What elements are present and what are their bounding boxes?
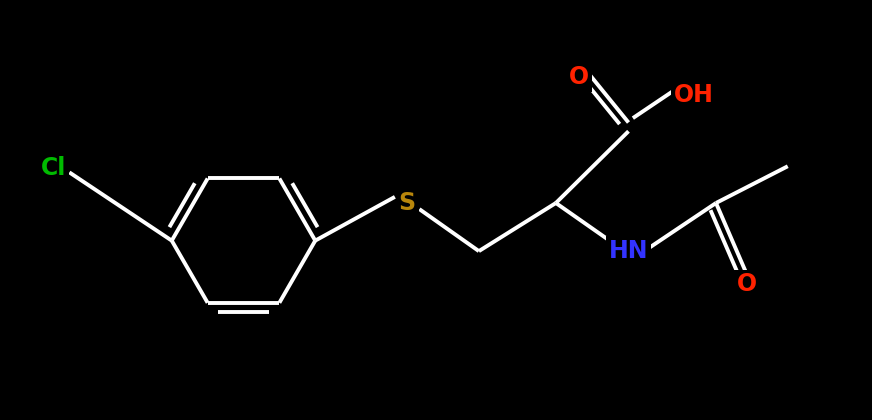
- Text: O: O: [569, 65, 589, 89]
- Text: HN: HN: [609, 239, 648, 263]
- Text: O: O: [737, 273, 757, 297]
- Text: S: S: [399, 191, 416, 215]
- Text: OH: OH: [674, 82, 714, 107]
- Text: Cl: Cl: [41, 156, 66, 180]
